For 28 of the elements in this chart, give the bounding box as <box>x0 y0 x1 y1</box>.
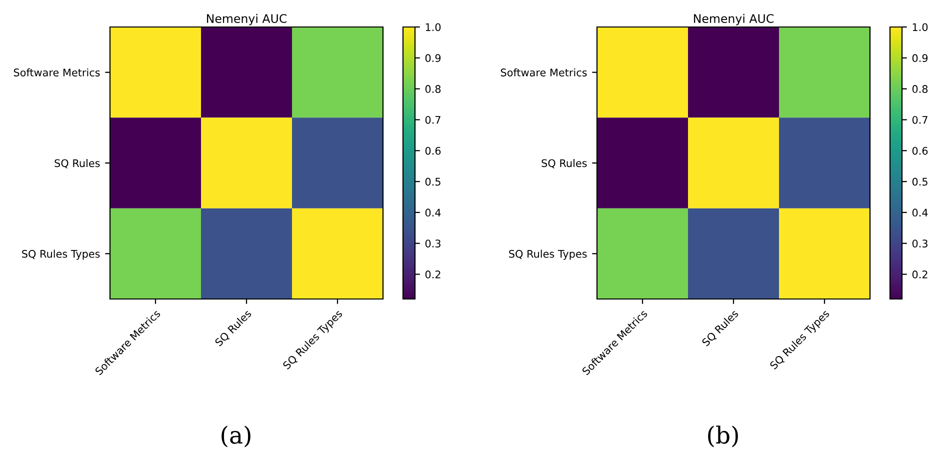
text: (a) <box>222 426 250 448</box>
chart-title: Nemenyi AUC <box>207 14 287 26</box>
color-bar-label: 0.4 <box>425 208 441 217</box>
chart-title: Nemenyi AUC <box>694 14 774 26</box>
y-tick-label: Software Metrics <box>500 68 587 76</box>
color-bar-label: 0.7 <box>425 116 440 124</box>
color-bar-label: 0.2 <box>425 270 440 278</box>
color-bar-label: 0.8 <box>912 85 928 93</box>
color-bar-label: 0.5 <box>912 178 928 186</box>
color-bar-label: 0.4 <box>912 208 928 217</box>
y-tick-label: SQ Rules Types <box>509 250 587 260</box>
y-tick-label: SQ Rules <box>542 159 587 168</box>
color-bar-label: 0.8 <box>425 85 441 93</box>
text: (b) <box>708 426 738 448</box>
y-tick-label: SQ Rules Types <box>22 250 100 260</box>
color-bar-label: 0.9 <box>425 54 441 62</box>
color-bar-label: 0.2 <box>912 270 928 278</box>
color-bar-label: 1.0 <box>912 23 928 32</box>
color-bar-label: 1.0 <box>426 23 441 32</box>
y-tick-label: Software Metrics <box>14 68 100 76</box>
y-tick-label: SQ Rules <box>54 159 100 168</box>
color-bar-label: 0.6 <box>912 146 928 155</box>
color-bar-label: 0.7 <box>912 116 928 124</box>
color-bar-label: 0.9 <box>912 54 928 62</box>
color-bar-label: 0.5 <box>425 178 440 186</box>
color-bar-label: 0.3 <box>425 240 440 248</box>
color-bar-label: 0.3 <box>912 240 928 248</box>
color-bar-label: 0.6 <box>425 146 441 155</box>
